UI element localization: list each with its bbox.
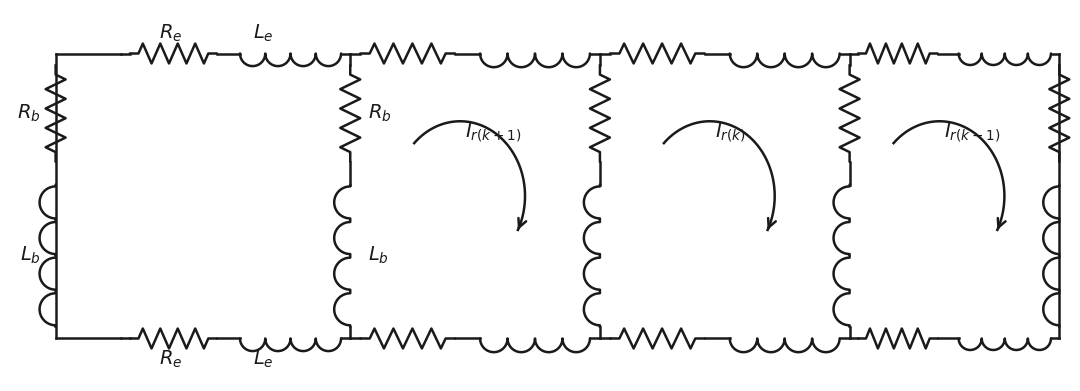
Text: $L_e$: $L_e$ (253, 348, 273, 370)
Text: $I_{r(k+1)}$: $I_{r(k+1)}$ (465, 122, 522, 143)
Text: $R_b$: $R_b$ (368, 103, 392, 124)
Text: $L_e$: $L_e$ (253, 22, 273, 43)
Text: $R_e$: $R_e$ (160, 22, 183, 43)
Text: $I_{r(k-1)}$: $I_{r(k-1)}$ (945, 122, 1001, 143)
Text: $L_b$: $L_b$ (368, 245, 389, 267)
Text: $R_e$: $R_e$ (160, 348, 183, 370)
Text: $I_{r(k)}$: $I_{r(k)}$ (715, 122, 745, 143)
Text: $L_b$: $L_b$ (19, 245, 41, 267)
Text: $R_b$: $R_b$ (17, 103, 41, 124)
